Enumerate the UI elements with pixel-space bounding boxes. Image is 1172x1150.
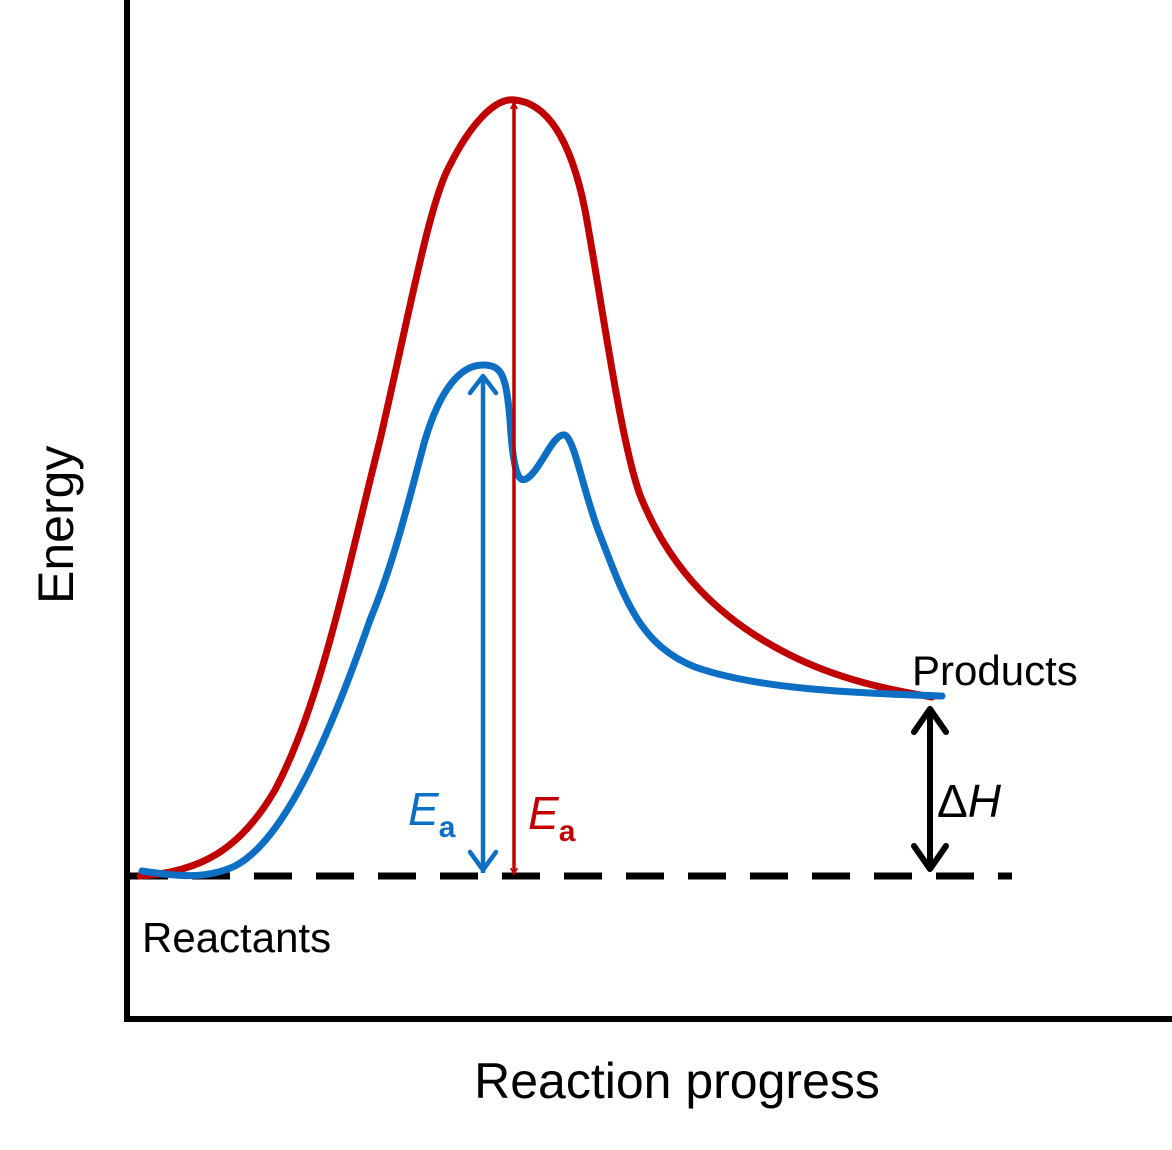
delta-symbol: Δ <box>937 775 968 827</box>
y-axis-label: Energy <box>28 446 84 604</box>
enthalpy-change-label: ΔH <box>937 775 1002 827</box>
enthalpy-arrowhead-bottom <box>911 843 949 872</box>
enthalpy-arrowhead-top <box>911 706 949 735</box>
products-label: Products <box>912 647 1078 694</box>
catalyzed-arrowhead-top <box>467 373 499 396</box>
catalyzed-reaction-curve <box>138 361 946 880</box>
uncatalyzed-ea-subscript: a <box>559 815 576 848</box>
uncatalyzed-reaction-curve <box>136 96 936 880</box>
catalyzed-ea-symbol: E <box>408 783 440 835</box>
uncatalyzed-ea-symbol: E <box>528 787 560 839</box>
catalyzed-ea-subscript: a <box>439 811 456 844</box>
catalyzed-ea-label: Ea <box>408 783 456 844</box>
catalyzed-arrowhead-bottom <box>467 849 499 873</box>
x-axis-label: Reaction progress <box>474 1053 880 1109</box>
uncatalyzed-ea-label: Ea <box>528 787 576 848</box>
enthalpy-symbol: H <box>968 775 1002 827</box>
reactants-label: Reactants <box>142 914 331 961</box>
